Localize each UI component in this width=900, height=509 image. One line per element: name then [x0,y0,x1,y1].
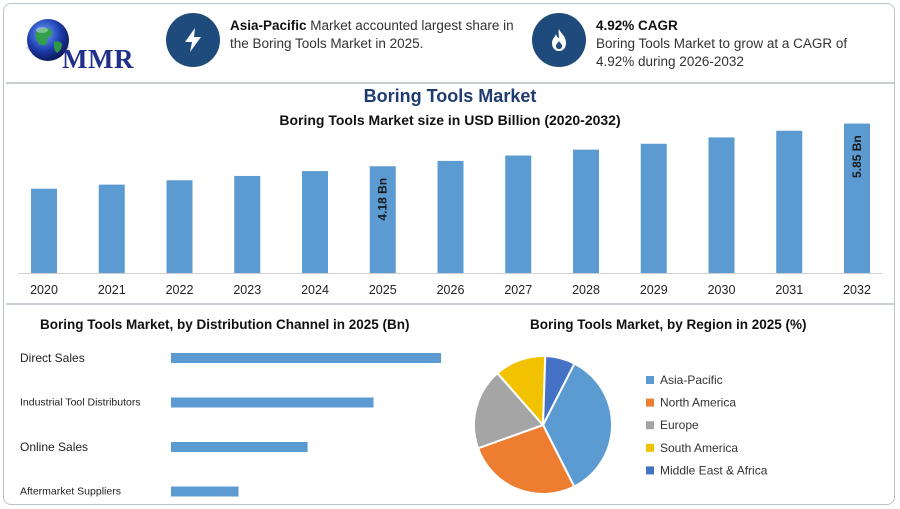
category-label: Direct Sales [20,351,85,365]
x-tick-label: 2026 [437,283,465,297]
chart-title: Boring Tools Market [363,86,537,106]
bar-2030 [708,137,735,273]
bar-2029 [640,143,667,273]
x-tick-label: 2031 [775,283,803,297]
bar-2032 [844,123,870,273]
legend-label: Asia-Pacific [660,373,723,387]
pie-slice-0 [541,362,613,488]
legend-swatch [646,443,654,452]
hbar-0 [171,353,441,363]
globe-icon [26,19,70,61]
pie-slice-4 [542,355,576,426]
x-tick-label: 2021 [98,283,126,297]
pie-slice-2 [473,371,545,450]
flame-icon [552,29,566,51]
section-divider [6,303,894,305]
bar-2022 [166,180,193,273]
bar-2031 [776,130,803,273]
infographic-frame [3,3,895,505]
x-tick-label: 2028 [572,283,600,297]
mmr-logo [18,12,138,76]
info1-text: Market accounted largest share in the Bo… [230,18,514,51]
bar-2028 [573,149,599,273]
category-label: Aftermarket Suppliers [20,486,121,498]
bar-2023 [234,175,261,273]
info2-text: Boring Tools Market to grow at a CAGR of… [596,36,848,69]
x-tick-label: 2025 [369,283,397,297]
x-tick-label: 2022 [166,283,194,297]
hbar-3 [171,486,239,497]
bar-2026 [437,160,464,273]
info-asia-pacific: Asia-Pacific Market accounted largest sh… [230,17,525,53]
info-cagr: 4.92% CAGR Boring Tools Market to grow a… [596,17,866,71]
legend-label: North America [660,396,736,410]
x-tick-label: 2032 [843,283,871,297]
x-tick-label: 2024 [301,283,329,297]
data-label: 4.18 Bn [376,178,390,221]
legend-swatch [646,466,654,475]
legend-label: South America [660,441,738,455]
info1-strong: Asia-Pacific [230,18,307,33]
flame-badge [532,13,586,67]
bar-2020 [31,188,57,273]
legend-label: Europe [660,418,699,432]
bolt-badge [166,13,220,67]
bar-2025 [369,166,396,273]
bar-2027 [505,155,532,273]
logo-text: MMR [62,44,134,74]
legend-swatch [646,376,654,384]
bolt-icon [185,28,201,52]
legend-label: Middle East & Africa [660,463,768,477]
category-label: Industrial Tool Distributors [20,397,141,409]
hbar-1 [171,397,374,408]
x-tick-label: 2030 [708,283,736,297]
category-label: Online Sales [20,440,88,454]
x-tick-label: 2029 [640,283,668,297]
bar-2021 [98,184,125,273]
legend-swatch [646,398,654,407]
bar-2024 [302,171,328,273]
region-chart-title: Boring Tools Market, by Region in 2025 (… [530,317,807,332]
distribution-chart-title: Boring Tools Market, by Distribution Cha… [40,317,410,332]
chart-subtitle: Boring Tools Market size in USD Billion … [279,112,621,128]
header-divider [6,82,894,84]
data-label: 5.85 Bn [850,135,864,178]
legend-swatch [646,421,654,430]
x-tick-label: 2027 [504,283,532,297]
pie-slice-1 [476,423,576,495]
x-tick-label: 2020 [30,283,58,297]
info2-strong: 4.92% CAGR [596,18,678,33]
hbar-2 [171,442,308,452]
x-tick-label: 2023 [233,283,261,297]
